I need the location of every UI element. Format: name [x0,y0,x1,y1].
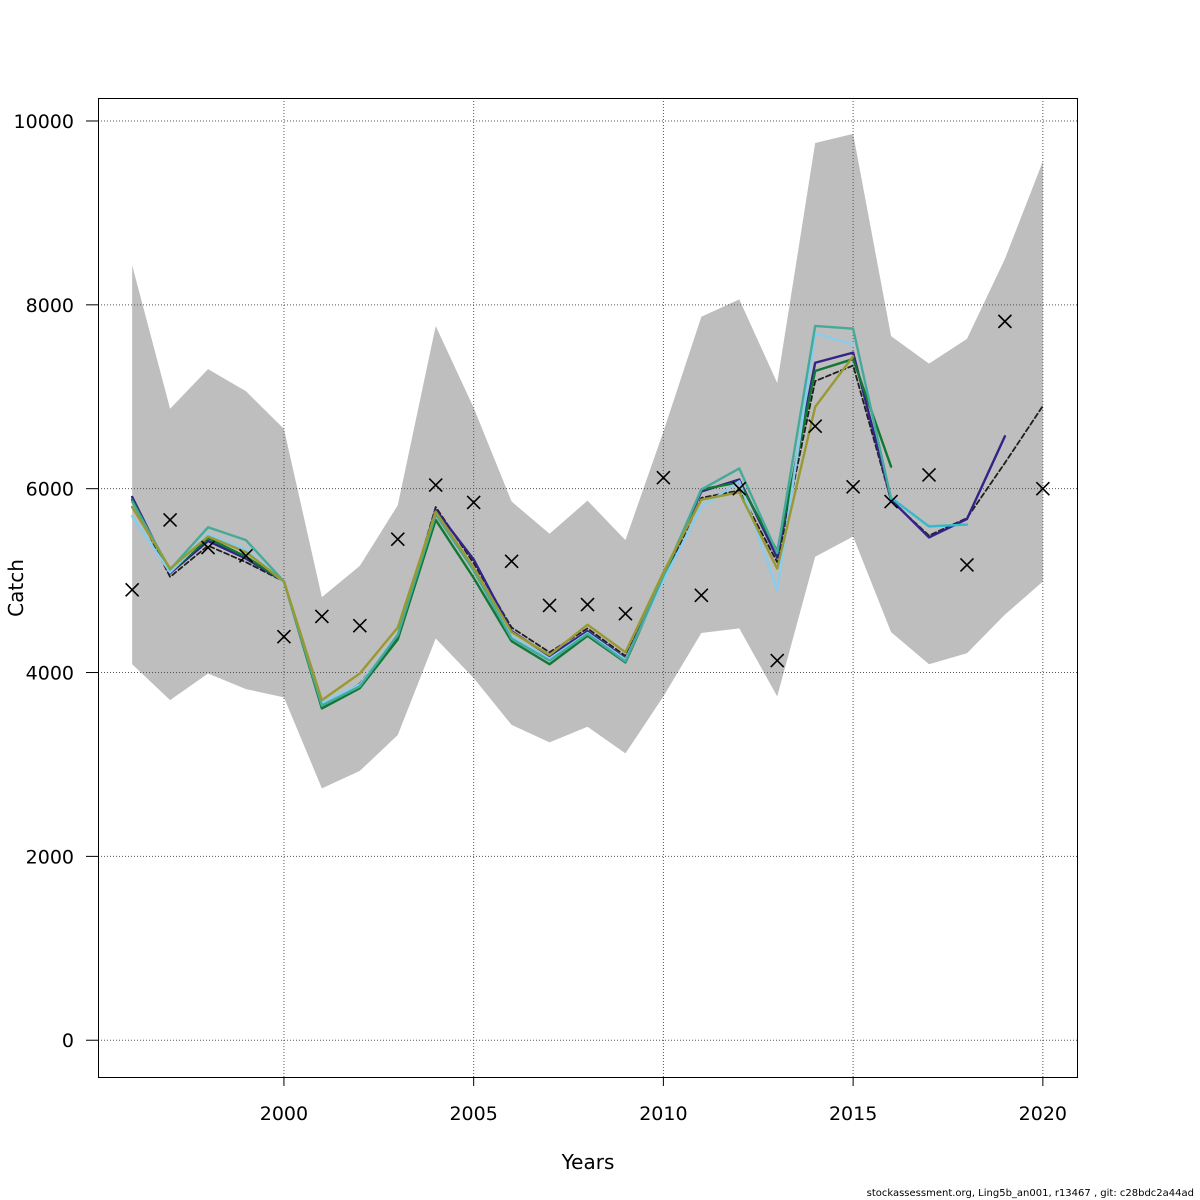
series-line-3 [130,357,893,710]
band-area [132,133,1043,789]
observed-point [921,467,937,482]
plot-frame [98,98,1078,1078]
x-tick-label: 2005 [449,1103,497,1125]
observed-point [276,629,291,644]
observed-point [997,314,1012,329]
observed-point [656,470,671,485]
series-line-6 [130,355,855,702]
y-axis: 0 2000 4000 6000 8000 10000 [14,111,98,1052]
x-tick-label: 2020 [1019,1103,1067,1125]
observed-point [163,512,178,528]
observed-point [694,588,709,603]
observed-point [1035,481,1050,496]
observed-point [125,582,140,597]
observed-point [808,419,823,434]
observed-point [770,653,785,668]
observed-point [846,479,861,494]
confidence-band [132,133,1043,789]
observed-point [542,598,557,613]
observed-point [580,597,595,612]
series-line-5 [130,324,893,707]
x-tick-label: 2000 [260,1103,308,1125]
y-tick-label: 8000 [26,295,74,317]
y-tick-label: 0 [62,1030,74,1052]
y-axis-title: Catch [4,559,28,617]
observed-point [504,554,519,569]
observed-point [618,606,633,621]
observed-point [884,494,899,509]
x-tick-label: 2015 [829,1103,877,1125]
y-tick-label: 2000 [26,846,74,868]
observed-point [959,557,975,573]
x-axis: 2000 2005 2010 2015 2020 [260,1077,1067,1125]
observed-point [390,532,405,547]
x-axis-title: Years [561,1150,615,1174]
footer-note: stockassessment.org, Ling5b_an001, r1346… [866,1188,1194,1199]
observed-point [732,481,747,496]
observed-point [352,618,367,633]
x-tick-label: 2010 [639,1103,687,1125]
series-line-7 [889,496,969,528]
observed-point [428,477,443,493]
y-tick-label: 10000 [14,111,74,133]
y-tick-label: 4000 [26,663,74,685]
observed-point [200,540,216,555]
observed-point [238,548,254,563]
grid [98,98,1077,1077]
observed-points [125,314,1050,668]
observed-point [314,609,329,624]
observed-point [466,495,481,510]
y-tick-label: 6000 [26,479,74,501]
